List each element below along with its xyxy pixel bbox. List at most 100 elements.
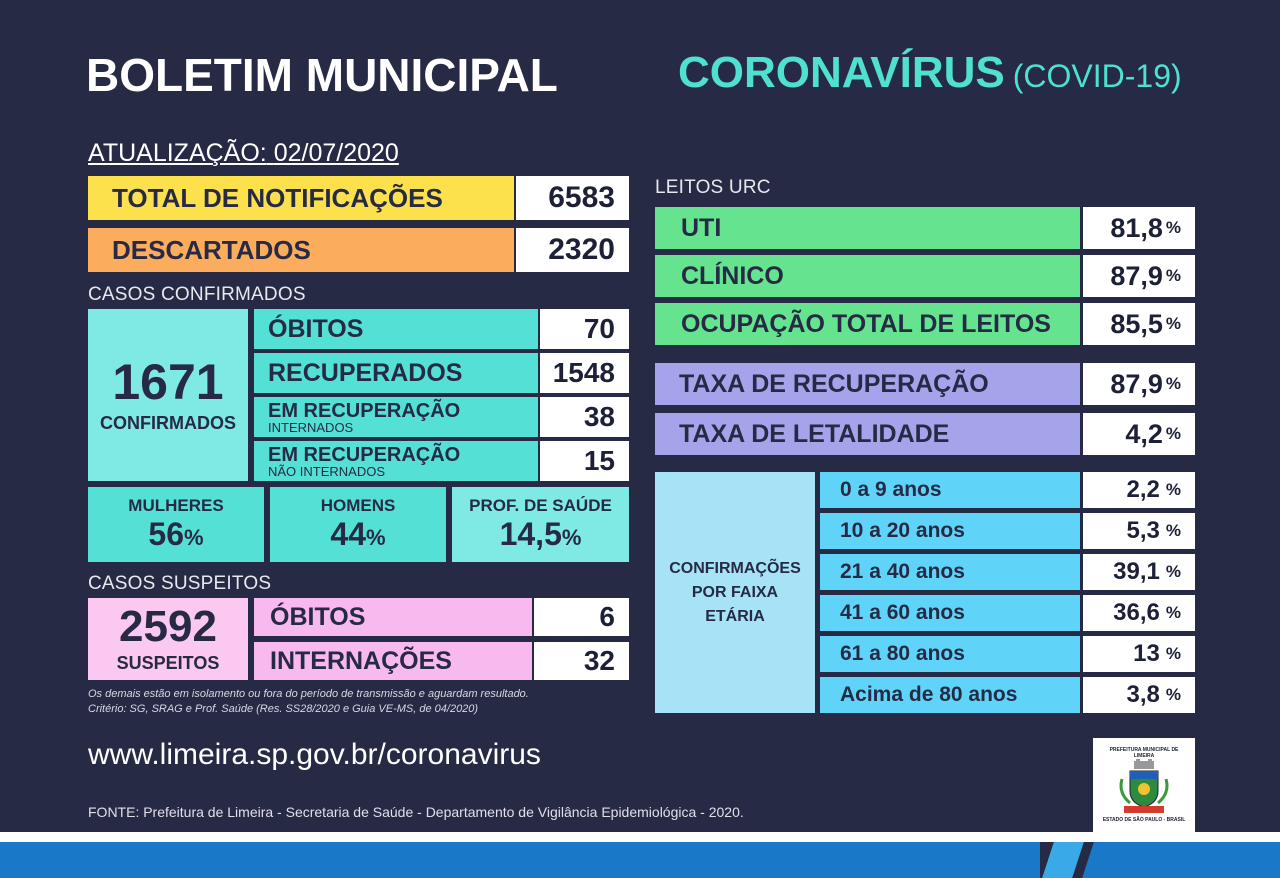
suspected-section-label: CASOS SUSPEITOS <box>88 573 272 594</box>
confirmed-row-not-hospitalized: EM RECUPERAÇÃO NÃO INTERNADOS <box>254 441 538 481</box>
confirmed-row-hospitalized: EM RECUPERAÇÃO INTERNADOS <box>254 397 538 437</box>
notifications-label: TOTAL DE NOTIFICAÇÕES <box>88 176 514 220</box>
age-row-number: 13 <box>1133 640 1160 667</box>
age-row-label: 0 a 9 anos <box>820 472 1080 508</box>
age-title-line-1: CONFIRMAÇÕES <box>669 559 801 577</box>
demographic-men: HOMENS 44% <box>270 487 446 562</box>
footer-stripe-light <box>1042 842 1084 878</box>
beds-section-label: LEITOS URC <box>655 177 771 198</box>
demographic-women-label: MULHERES <box>128 496 224 515</box>
age-title-box: CONFIRMAÇÕES POR FAIXA ETÁRIA <box>655 472 815 713</box>
confirmed-row-not-hospitalized-value: 15 <box>540 441 629 481</box>
age-title-line-2: POR FAIXA <box>691 583 779 601</box>
footer-stripe-blue <box>0 842 1040 878</box>
age-row-unit: % <box>1165 644 1181 663</box>
age-row-value: 13% <box>1083 636 1195 672</box>
notifications-value: 6583 <box>516 176 629 220</box>
beds-row-icu-unit: % <box>1165 218 1181 237</box>
rate-recovery-value: 87,9% <box>1083 363 1195 405</box>
coat-of-arms-icon <box>1119 759 1169 813</box>
suspected-row-deaths-value: 6 <box>534 598 629 636</box>
beds-row-icu-number: 81,8 <box>1110 212 1163 243</box>
subject-title: CORONAVÍRUS (COVID-19) <box>678 48 1182 98</box>
website-url[interactable]: www.limeira.sp.gov.br/coronavirus <box>88 738 541 771</box>
suspected-row-hospitalizations-value: 32 <box>534 642 629 680</box>
city-logo: PREFEITURA MUNICIPAL DE LIMEIRA ESTADO D… <box>1093 738 1195 832</box>
suspected-row-deaths: ÓBITOS <box>254 598 532 636</box>
age-row-number: 36,6 <box>1113 599 1160 626</box>
demographic-health-workers-value: 14,5 <box>499 516 562 552</box>
beds-row-icu-value: 81,8% <box>1083 207 1195 249</box>
discarded-label: DESCARTADOS <box>88 228 514 272</box>
demographic-women-unit: % <box>184 525 204 550</box>
confirmed-total-box: 1671 CONFIRMADOS <box>88 309 248 481</box>
age-row-label: 10 a 20 anos <box>820 513 1080 549</box>
age-row-value: 2,2% <box>1083 472 1195 508</box>
rate-recovery-unit: % <box>1165 374 1181 393</box>
discarded-value: 2320 <box>516 228 629 272</box>
confirmed-row-hospitalized-label: EM RECUPERAÇÃO <box>268 399 461 422</box>
confirmed-row-not-hospitalized-sub: NÃO INTERNADOS <box>268 463 386 479</box>
demographic-men-label: HOMENS <box>320 496 396 515</box>
rate-recovery-number: 87,9 <box>1110 368 1163 399</box>
age-row-unit: % <box>1165 562 1181 581</box>
rate-lethality-unit: % <box>1165 424 1181 443</box>
age-row-value: 3,8% <box>1083 677 1195 713</box>
demographic-health-workers-unit: % <box>561 525 582 550</box>
confirmed-row-hospitalized-value: 38 <box>540 397 629 437</box>
rate-lethality-value: 4,2% <box>1083 413 1195 455</box>
age-row-unit: % <box>1165 521 1181 540</box>
age-row-unit: % <box>1165 603 1181 622</box>
age-row-number: 39,1 <box>1113 558 1160 585</box>
footer-stripe-white <box>0 832 1280 842</box>
rate-lethality-number: 4,2 <box>1125 418 1163 449</box>
demographic-women: MULHERES 56% <box>88 487 264 562</box>
subject-subtitle: (COVID-19) <box>1012 58 1182 94</box>
confirmed-total-label: CONFIRMADOS <box>100 412 236 433</box>
update-date: ATUALIZAÇÃO: 02/07/2020 <box>88 139 399 168</box>
suspected-total-label: SUSPEITOS <box>116 652 220 673</box>
confirmed-row-recovered: RECUPERADOS <box>254 353 538 393</box>
suspected-row-hospitalizations: INTERNAÇÕES <box>254 642 532 680</box>
update-label: ATUALIZAÇÃO: <box>88 139 267 167</box>
confirmed-row-deaths: ÓBITOS <box>254 309 538 349</box>
page-title: BOLETIM MUNICIPAL <box>86 49 558 101</box>
confirmed-section-label: CASOS CONFIRMADOS <box>88 284 306 305</box>
age-row-value: 39,1% <box>1083 554 1195 590</box>
age-row-label: 21 a 40 anos <box>820 554 1080 590</box>
update-value: 02/07/2020 <box>273 139 399 167</box>
subject-name: CORONAVÍRUS <box>678 48 1005 97</box>
age-row-unit: % <box>1165 685 1181 704</box>
logo-top-text: PREFEITURA MUNICIPAL DE LIMEIRA <box>1109 747 1179 759</box>
age-row-number: 2,2 <box>1126 476 1160 503</box>
suspected-note-2: Critério: SG, SRAG e Prof. Saúde (Res. S… <box>88 703 479 715</box>
confirmed-row-recovered-value: 1548 <box>540 353 629 393</box>
beds-row-total-value: 85,5% <box>1083 303 1195 345</box>
logo-bottom-text: ESTADO DE SÃO PAULO - BRASIL <box>1102 817 1186 823</box>
demographic-men-value: 44 <box>330 516 367 552</box>
demographic-health-workers: PROF. DE SAÚDE 14,5% <box>452 487 629 562</box>
confirmed-row-not-hospitalized-label: EM RECUPERAÇÃO <box>268 443 461 466</box>
beds-row-clinical-value: 87,9% <box>1083 255 1195 297</box>
beds-row-icu: UTI <box>655 207 1080 249</box>
age-title-line-3: ETÁRIA <box>705 607 765 625</box>
beds-row-total: OCUPAÇÃO TOTAL DE LEITOS <box>655 303 1080 345</box>
age-row-value: 36,6% <box>1083 595 1195 631</box>
beds-row-total-number: 85,5 <box>1110 308 1163 339</box>
rate-lethality: TAXA DE LETALIDADE <box>655 413 1080 455</box>
confirmed-total: 1671 <box>112 353 224 410</box>
age-row-label: 61 a 80 anos <box>820 636 1080 672</box>
demographic-men-unit: % <box>366 525 386 550</box>
confirmed-row-hospitalized-sub: INTERNADOS <box>268 419 354 435</box>
age-row-number: 5,3 <box>1126 517 1160 544</box>
beds-row-total-unit: % <box>1165 314 1181 333</box>
rate-recovery: TAXA DE RECUPERAÇÃO <box>655 363 1080 405</box>
beds-row-clinical-number: 87,9 <box>1110 260 1163 291</box>
beds-row-clinical: CLÍNICO <box>655 255 1080 297</box>
footer-stripe-right <box>1082 842 1280 878</box>
demographic-women-value: 56 <box>148 516 185 552</box>
age-row-label: Acima de 80 anos <box>820 677 1080 713</box>
suspected-note-1: Os demais estão em isolamento ou fora do… <box>88 688 529 700</box>
suspected-total: 2592 <box>119 601 217 651</box>
age-row-value: 5,3% <box>1083 513 1195 549</box>
